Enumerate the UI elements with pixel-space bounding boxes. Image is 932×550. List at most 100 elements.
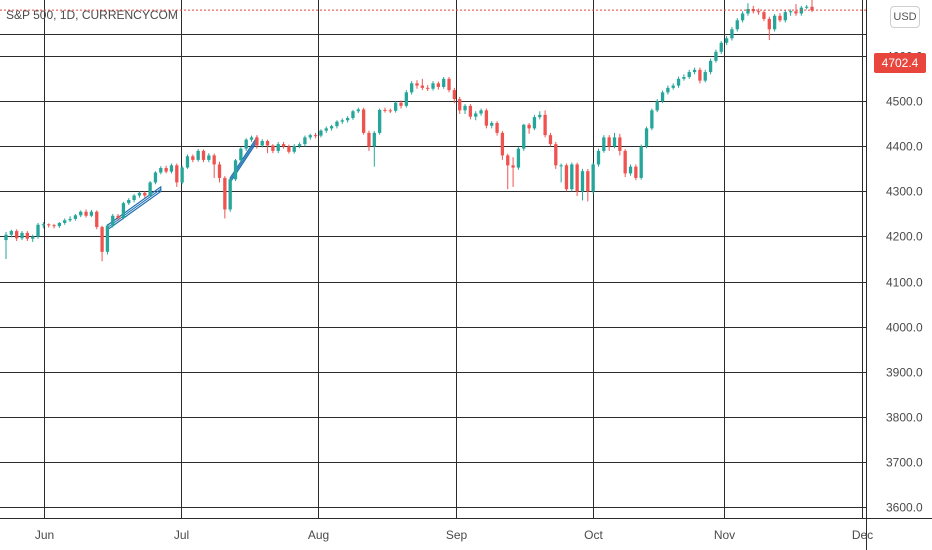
candle-up [730, 27, 734, 41]
candle-up [196, 149, 200, 162]
candle-up [20, 231, 24, 241]
currency-badge[interactable]: USD [890, 6, 920, 28]
candle-body [281, 144, 286, 147]
candle-body [212, 155, 216, 165]
candle-body [260, 140, 264, 146]
candle-body [335, 121, 339, 127]
candle-up [703, 69, 707, 83]
candle-down [762, 10, 766, 22]
candle-down [25, 231, 30, 241]
candle-down [548, 132, 553, 147]
candle-body [415, 83, 419, 86]
candle-up [682, 74, 686, 81]
candle-down [95, 210, 99, 230]
candle-up [340, 118, 344, 124]
candle-up [185, 154, 190, 169]
candle-body [772, 15, 777, 30]
candle-up [591, 162, 595, 194]
candle-up [687, 69, 691, 79]
candle-down [543, 110, 547, 138]
y-tick-label: 4100.0 [886, 276, 923, 290]
x-tick-label: Oct [584, 528, 603, 542]
y-tick-label: 3600.0 [886, 501, 923, 515]
candle-down [420, 78, 424, 91]
candle-body [783, 12, 787, 21]
pattern-midline [107, 188, 162, 228]
candle-down [426, 85, 430, 91]
candle-body [36, 224, 40, 237]
candle-body [105, 225, 110, 252]
candle-body [612, 137, 617, 147]
candle-body [692, 69, 697, 73]
y-tick-label: 4000.0 [886, 321, 923, 335]
candle-up [644, 126, 649, 149]
candle-body [724, 38, 729, 43]
candle-up [249, 135, 254, 142]
candle-body [228, 179, 232, 210]
candle-down [217, 161, 222, 183]
candle-down [313, 132, 318, 139]
candle-down [436, 81, 441, 90]
candle-up [260, 139, 264, 148]
candle-body [15, 231, 19, 239]
candle-body [671, 85, 675, 88]
chart-title: S&P 500, 1D, CURRENCYCOM [6, 8, 178, 22]
candle-up [676, 76, 681, 88]
candle-body [31, 236, 35, 239]
candle-body [538, 114, 542, 118]
candle-down [794, 4, 798, 16]
candle-down [586, 168, 590, 202]
candle-up [356, 107, 360, 114]
candle-body [575, 164, 579, 192]
candle-body [778, 15, 782, 21]
y-tick-label: 4500.0 [886, 95, 923, 109]
candle-down [500, 131, 505, 160]
candle-up [639, 144, 643, 180]
candle-up [276, 141, 280, 154]
candle-body [271, 145, 275, 151]
candle-up [68, 216, 72, 223]
candle-up [63, 218, 67, 225]
candle-body [217, 164, 222, 178]
candle-body [319, 130, 323, 136]
candle-body [121, 203, 126, 219]
candle-up [73, 213, 78, 221]
candle-down [527, 122, 531, 134]
candle-body [111, 215, 115, 226]
candle-body [714, 51, 718, 61]
candle-up [596, 148, 601, 167]
candle-body [746, 9, 750, 14]
candle-body [767, 18, 771, 30]
candle-up [660, 90, 665, 104]
candle-up [404, 90, 408, 108]
candle-up [41, 222, 46, 229]
candle-body [623, 150, 627, 174]
candle-body [591, 164, 595, 192]
y-tick-label: 4200.0 [886, 230, 923, 244]
candle-body [644, 128, 649, 147]
candle-up [570, 162, 574, 192]
candle-body [383, 109, 387, 111]
candle-body [516, 148, 521, 168]
candle-body [303, 137, 307, 145]
candle-body [735, 20, 739, 30]
candle-body [442, 78, 446, 87]
candle-up [239, 147, 243, 163]
candle-up [31, 234, 35, 242]
candle-down [484, 108, 489, 129]
candle-body [52, 225, 56, 227]
candle-body [196, 150, 200, 160]
candle-body [490, 122, 494, 126]
candle-up [324, 126, 328, 133]
candle-body [426, 87, 430, 89]
candle-body [191, 156, 195, 160]
candle-body [420, 85, 424, 88]
candle-up [431, 81, 435, 91]
candle-body [580, 171, 585, 192]
candle-up [490, 121, 494, 129]
candle-body [95, 211, 99, 228]
candle-body [698, 69, 702, 81]
candle-body [361, 109, 366, 133]
y-tick-label: 3800.0 [886, 411, 923, 425]
